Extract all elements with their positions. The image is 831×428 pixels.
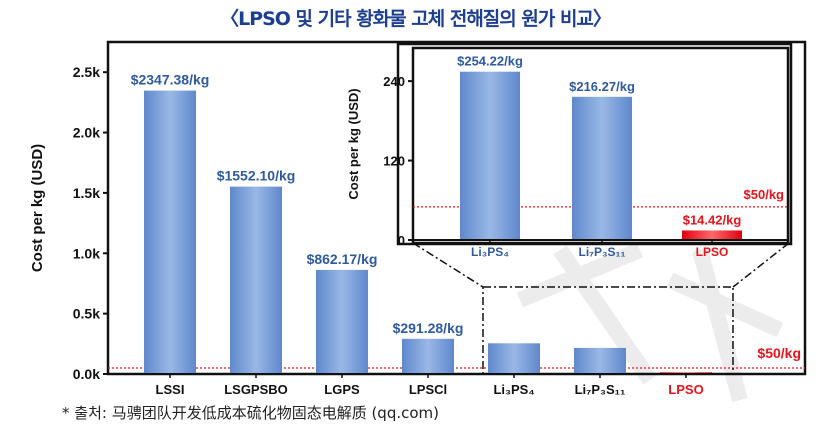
zoom-connector [732,242,790,288]
main-y-tick-label: 0.0k [73,366,100,382]
main-data-label: $862.17/kg [307,251,378,267]
main-x-tick-label: LGPS [324,382,360,397]
main-bar [230,186,282,374]
main-bar [316,269,368,374]
inset-y-axis-label: Cost per kg (USD) [346,88,361,199]
main-threshold-label: $50/kg [757,345,801,361]
inset-data-label: $216.27/kg [569,79,635,94]
main-y-tick-label: 2.0k [73,125,100,141]
inset-y-tick-label: 0 [398,233,405,248]
main-bar [144,90,196,375]
watermark [516,242,784,403]
inset-data-label: $254.22/kg [457,54,523,69]
source-caption: * 출처: 马骋团队开发低成本硫化物固态电解质 (qq.com) [62,404,440,422]
inset-bar [572,96,632,240]
main-y-tick-label: 0.5k [73,306,100,322]
figure-title: 〈LPSO 및 기타 황화물 고체 전해질의 원가 비교〉 [220,8,612,30]
main-x-tick-label: LSGPSBO [224,382,288,397]
zoom-region-box [482,286,734,375]
main-x-tick-label: LSSI [156,382,185,397]
main-data-label: $1552.10/kg [217,168,296,184]
main-data-label: $2347.38/kg [131,72,210,88]
inset-bar [682,230,742,240]
main-y-tick-label: 1.0k [73,245,100,261]
inset-threshold-label: $50/kg [744,187,785,202]
main-bar [402,338,454,374]
inset-y-tick-label: 240 [383,74,405,89]
inset-x-tick-label: Li₇P₃S₁₁ [579,245,626,259]
main-y-tick-label: 2.5k [73,64,100,80]
main-x-tick-label: LPSO [668,382,703,397]
main-x-tick-label: Li₇P₃S₁₁ [575,382,626,397]
main-bar [574,347,626,374]
inset-x-tick-label: Li₃PS₄ [471,245,509,259]
main-y-tick-label: 1.5k [73,185,100,201]
main-data-label: $291.28/kg [393,320,464,336]
inset-data-label: $14.42/kg [683,212,742,227]
inset-y-tick-label: 120 [383,154,405,169]
inset-bar [460,71,520,240]
main-x-tick-label: Li₃PS₄ [493,382,534,397]
main-x-tick-label: LPSCl [409,382,447,397]
zoom-connector [412,242,484,288]
main-y-axis-label: Cost per kg (USD) [29,144,46,272]
main-bar [488,343,540,374]
inset-x-tick-label: LPSO [696,245,729,259]
